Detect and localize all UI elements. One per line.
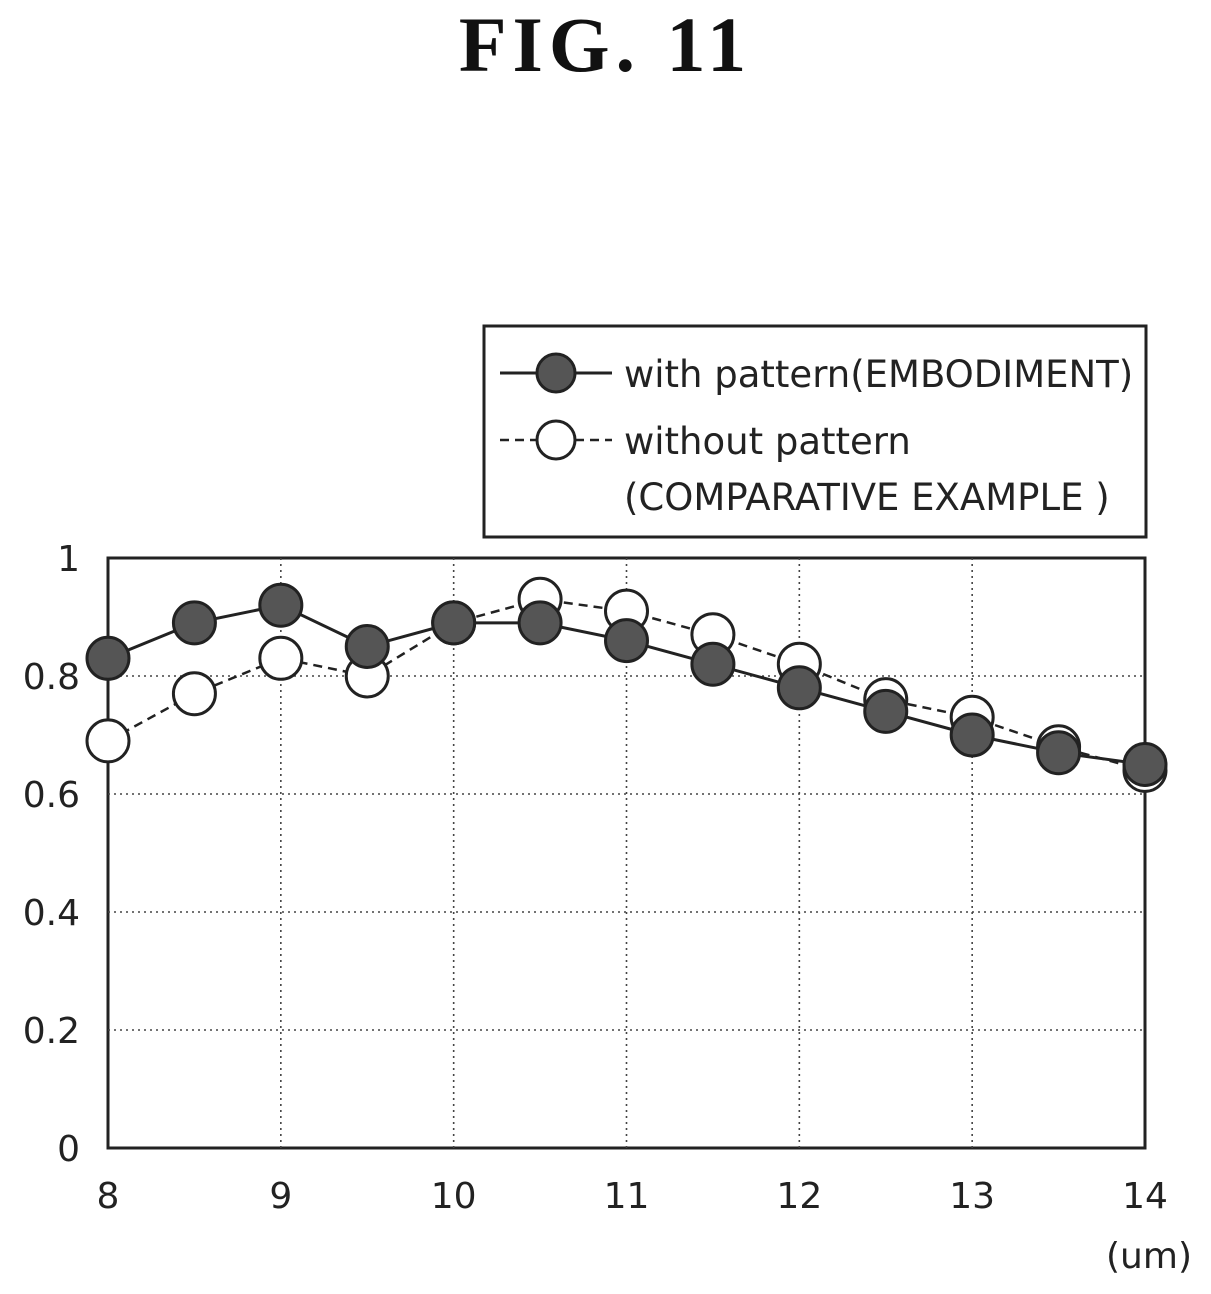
x-tick-label: 11 — [604, 1176, 650, 1217]
legend: with pattern(EMBODIMENT) without pattern… — [482, 324, 1148, 539]
point-with-pattern — [1122, 742, 1168, 787]
y-tick-label: 0.4 — [23, 893, 80, 934]
legend-marker-with-pattern — [535, 352, 577, 394]
x-tick-label: 9 — [269, 1176, 292, 1217]
point-with-pattern — [431, 600, 477, 646]
point-with-pattern — [258, 582, 304, 628]
point-with-pattern — [85, 635, 131, 681]
y-tick-label: 0.2 — [23, 1011, 80, 1052]
x-axis-ticks: 8 9 10 11 12 13 14 — [97, 1176, 1168, 1217]
y-tick-label: 0 — [57, 1129, 80, 1170]
point-without-pattern — [171, 671, 217, 717]
legend-label-without-pattern-line2: (COMPARATIVE EXAMPLE ) — [624, 476, 1110, 519]
y-axis-ticks: 0 0.2 0.4 0.6 0.8 1 — [23, 539, 80, 1170]
point-without-pattern — [258, 635, 304, 681]
point-with-pattern — [690, 641, 736, 687]
x-tick-label: 13 — [949, 1176, 995, 1217]
x-tick-label: 14 — [1122, 1176, 1168, 1217]
x-axis-unit-label: (um) — [1106, 1236, 1192, 1277]
point-with-pattern — [949, 712, 995, 758]
x-tick-label: 8 — [97, 1176, 120, 1217]
figure-title: FIG. 11 — [458, 1, 753, 88]
legend-marker-without-pattern — [535, 419, 577, 461]
x-tick-label: 10 — [431, 1176, 477, 1217]
point-with-pattern — [863, 688, 909, 734]
plot-area: 0 0.2 0.4 0.6 0.8 1 8 9 10 11 12 13 14 — [23, 539, 1168, 1217]
legend-label-without-pattern: without pattern — [624, 420, 911, 463]
legend-label-with-pattern: with pattern(EMBODIMENT) — [624, 353, 1133, 396]
y-tick-label: 1 — [57, 539, 80, 580]
point-without-pattern — [85, 718, 131, 764]
legend-frame — [482, 324, 1148, 539]
point-with-pattern — [517, 600, 563, 646]
y-tick-label: 0.6 — [23, 775, 80, 816]
point-with-pattern — [776, 665, 822, 711]
series-layer — [85, 576, 1168, 793]
point-with-pattern — [171, 600, 217, 646]
point-with-pattern — [1036, 730, 1082, 776]
grid — [108, 558, 1145, 1148]
y-tick-label: 0.8 — [23, 657, 80, 698]
point-with-pattern — [344, 624, 390, 669]
point-with-pattern — [604, 618, 649, 664]
x-tick-label: 12 — [776, 1176, 822, 1217]
